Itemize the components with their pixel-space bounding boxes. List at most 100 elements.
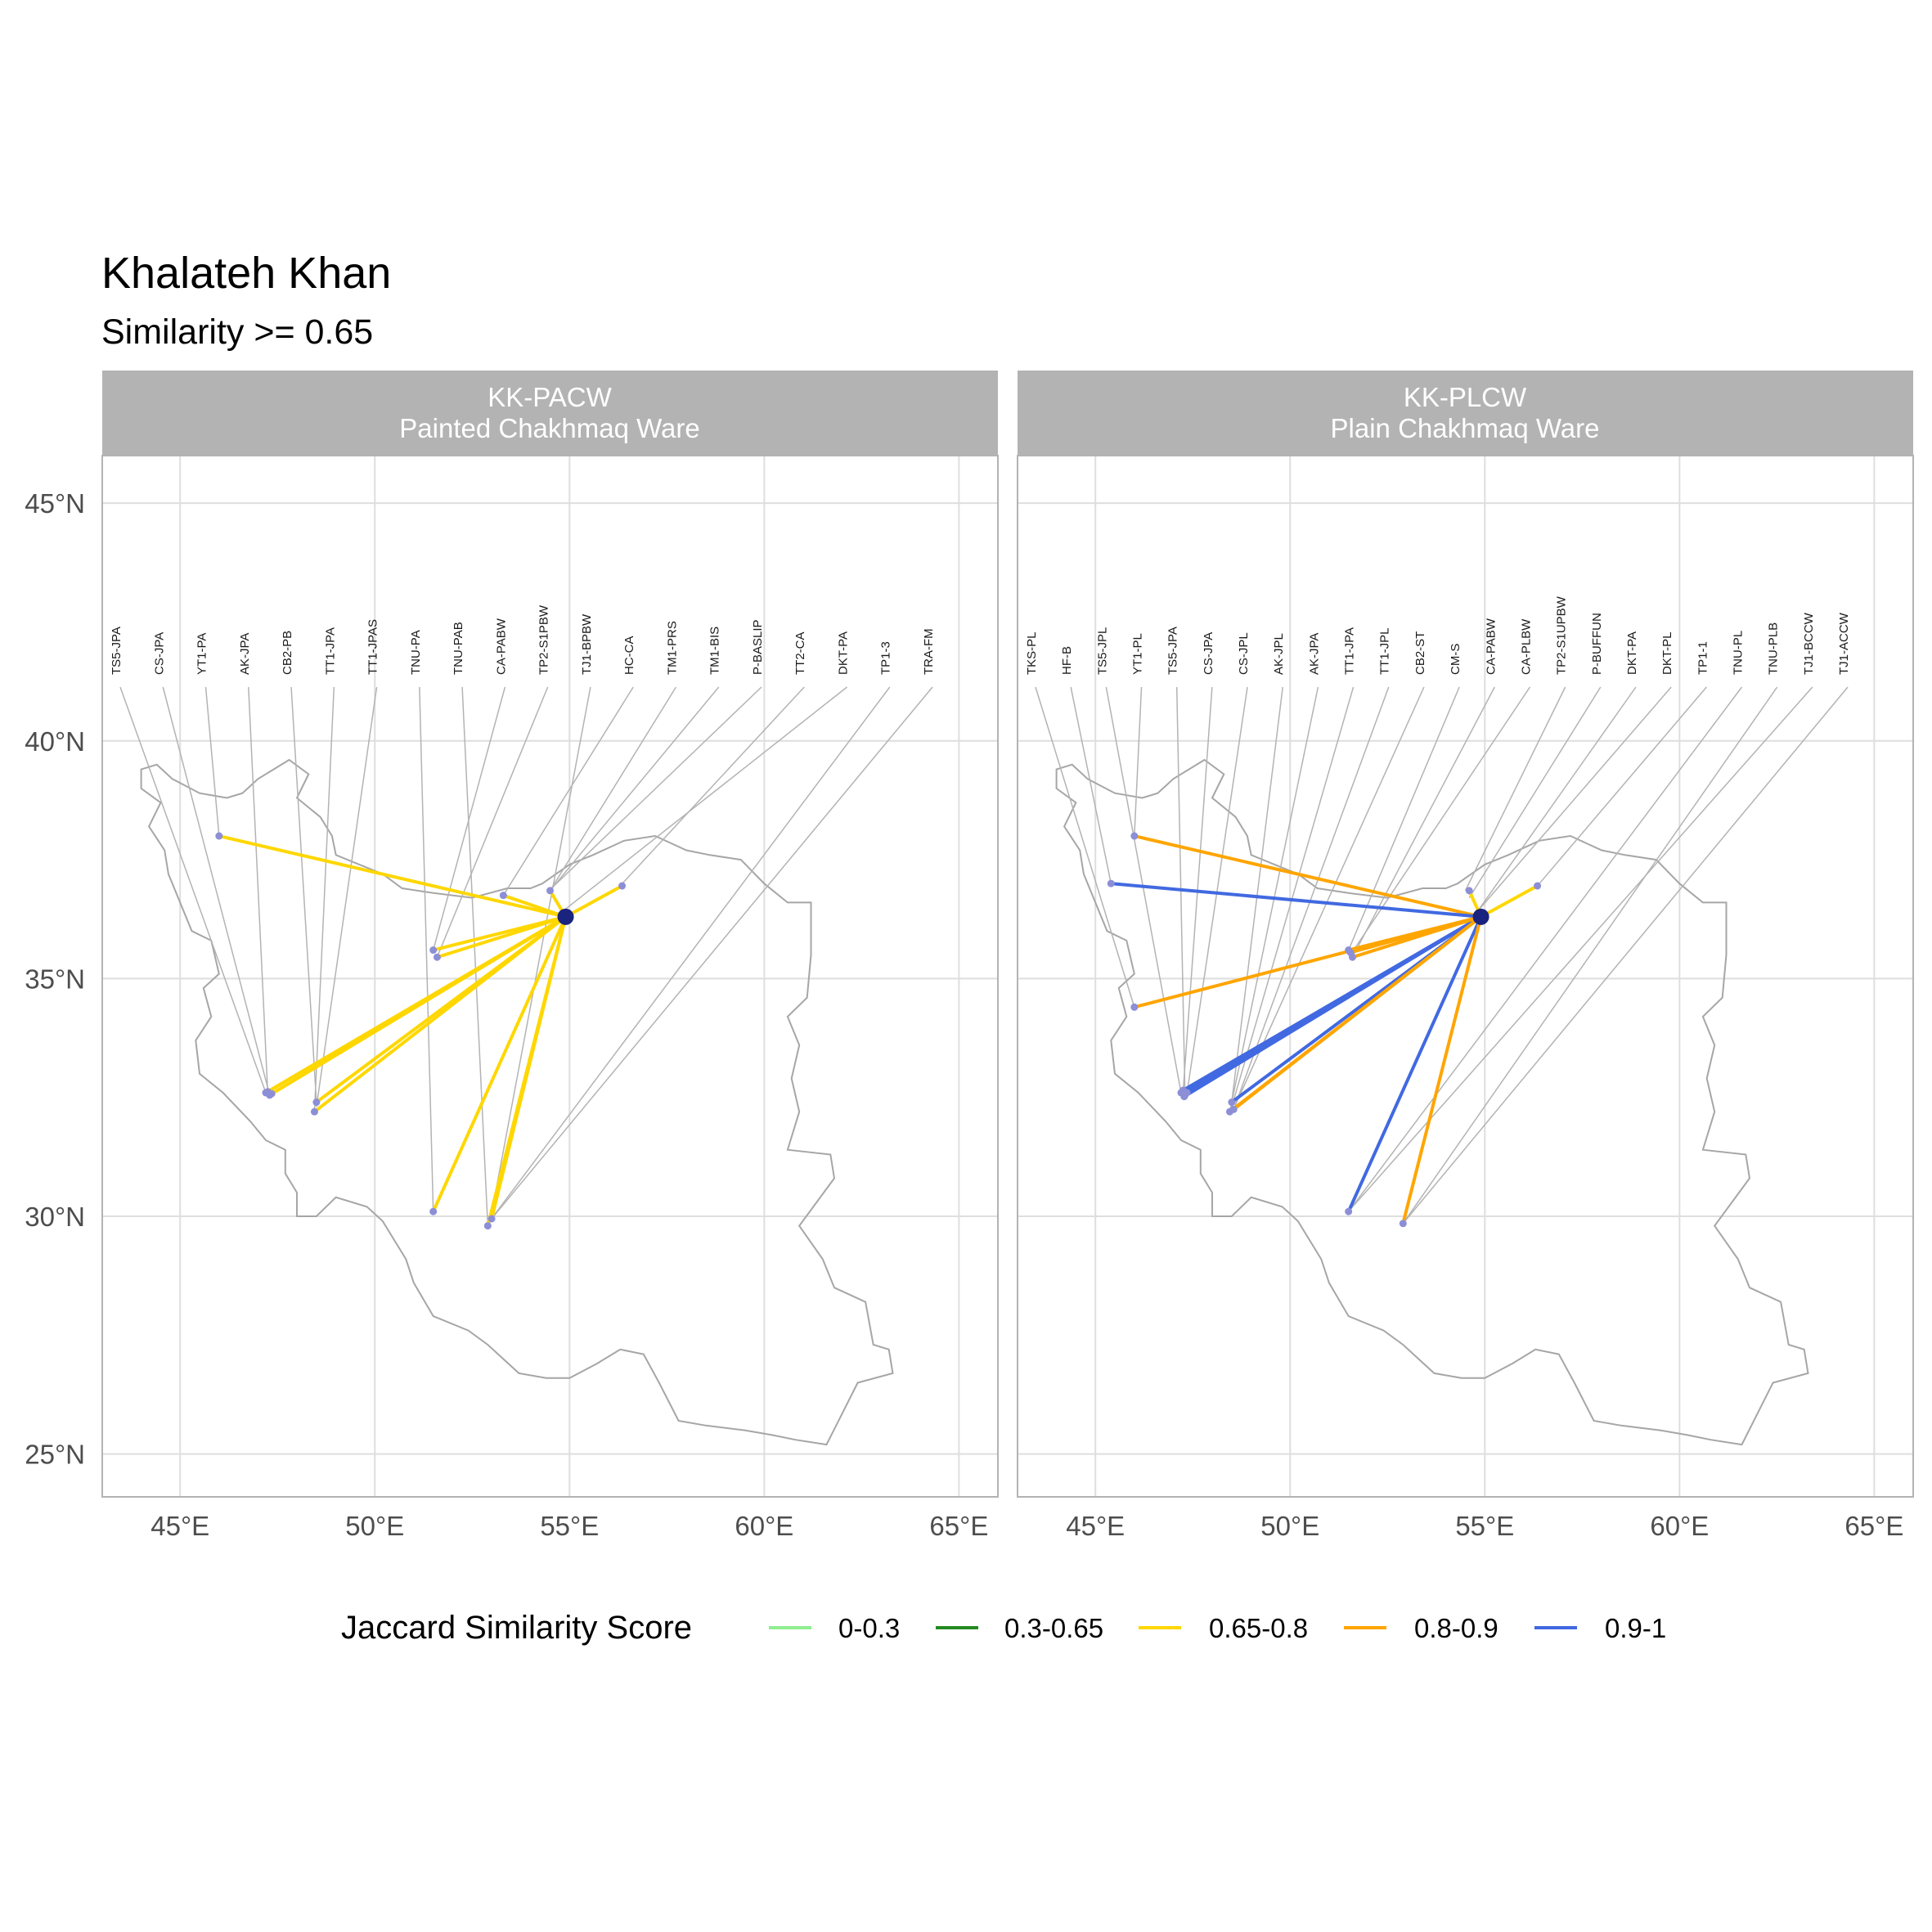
site-point [1130, 832, 1139, 840]
site-label: TM1-BIS [708, 627, 722, 675]
leader-line [549, 686, 677, 892]
similarity-link [1132, 834, 1483, 919]
site-label: TM1-PRS [665, 621, 679, 675]
site-label: TT1-JPA [1343, 627, 1357, 675]
leader-line [1348, 686, 1743, 1212]
leader-line [488, 686, 591, 1224]
site-point [1228, 1099, 1236, 1107]
country-outline [1055, 758, 1809, 1446]
leader-line [1234, 686, 1425, 1105]
similarity-link [1349, 914, 1483, 955]
site-label: DKT-PA [836, 631, 850, 675]
lon-tick-label: 60°E [735, 1511, 793, 1541]
panel-painted-chakhmaq-ware: KK-PACW Painted Chakhmaq Ware TS5-JPA CS-… [101, 371, 999, 1498]
site-label: AK-JPA [1307, 633, 1321, 675]
site-label: TT1-JPAS [366, 619, 380, 675]
similarity-links [217, 834, 624, 1228]
leader-line [491, 686, 933, 1220]
lon-tick-label: 45°E [1066, 1511, 1125, 1541]
site-label: P-BASLIP [751, 619, 765, 675]
legend-label: 0-0.3 [838, 1613, 900, 1643]
site-label: TP1-1 [1696, 641, 1710, 675]
lon-tick-label: 50°E [345, 1511, 404, 1541]
site-point [429, 1207, 438, 1215]
leader-line [1233, 686, 1390, 1110]
legend: Jaccard Similarity Score 0-0.3 0.3-0.65 … [341, 1610, 1666, 1646]
leader-line [204, 686, 220, 837]
site-label: TNU-PLB [1767, 622, 1781, 675]
legend-title: Jaccard Similarity Score [341, 1610, 692, 1646]
site-label: CS-JPA [1202, 632, 1215, 675]
leader-line [1351, 686, 1495, 958]
panel-plain-chakhmaq-ware: KK-PLCW Plain Chakhmaq Ware TKS-PL HF-B TS… [1017, 371, 1914, 1498]
leader-line [1231, 686, 1283, 1103]
site-point [1465, 887, 1473, 895]
panel-strip-name: Painted Chakhmaq Ware [399, 413, 699, 443]
leader-line [1476, 686, 1637, 913]
country-outline [140, 758, 894, 1446]
lon-tick-label: 55°E [540, 1511, 599, 1541]
site-label: TP2-S1UPBW [1555, 595, 1569, 675]
site-label: TNU-PA [409, 630, 423, 675]
panel-strip [102, 371, 998, 455]
lon-tick-label: 65°E [929, 1511, 988, 1541]
site-point [1345, 1207, 1353, 1215]
similarity-link [435, 914, 568, 959]
similarity-link [1479, 884, 1539, 919]
leader-line [1350, 686, 1531, 955]
leader-line [551, 686, 720, 889]
site-label: TS5-JPL [1095, 627, 1109, 675]
lon-tick-label: 55°E [1455, 1511, 1514, 1541]
site-point [215, 832, 223, 840]
iran-outline [1055, 758, 1809, 1446]
leader-line [1105, 686, 1182, 1094]
similarity-link [431, 914, 568, 1214]
site-point [618, 882, 627, 890]
lat-tick-label: 40°N [25, 726, 85, 757]
similarity-link [1182, 914, 1483, 1099]
site-label: CA-PABW [494, 618, 508, 675]
panel-border [1017, 455, 1914, 1498]
lat-tick-label: 35°N [25, 964, 85, 994]
leader-line [1134, 686, 1143, 837]
leader-line [1402, 686, 1778, 1224]
site-labels: TS5-JPA CS-JPA YT1-PA AK-JPA CB2-PB TT1-JPA TT… [110, 604, 936, 675]
chart-title: Khalateh Khan [101, 249, 391, 298]
site-label: TS5-JPA [1166, 627, 1180, 675]
site-label: CS-JPL [1237, 632, 1251, 675]
panel-strip-code: KK-PACW [487, 382, 612, 412]
legend-label: 0.3-0.65 [1004, 1613, 1103, 1643]
similarity-link [270, 914, 568, 1096]
leader-line [1186, 686, 1248, 1094]
similarity-link [564, 884, 624, 919]
leader-line [432, 686, 506, 950]
origin-point [557, 908, 574, 925]
leader-line [489, 686, 891, 1222]
panel-strip-code: KK-PLCW [1404, 382, 1527, 412]
site-label: TP2-S1PBW [537, 604, 551, 675]
site-points [1107, 832, 1542, 1228]
site-label: DKT-PA [1625, 631, 1639, 675]
site-point [429, 946, 438, 955]
legend-label: 0.9-1 [1605, 1613, 1666, 1643]
legend-label: 0.65-0.8 [1209, 1613, 1308, 1643]
site-label: YT1-PL [1131, 633, 1145, 675]
leader-line [1478, 686, 1672, 910]
panel-strip [1018, 371, 1913, 455]
similarity-link [217, 834, 568, 919]
site-point [312, 1099, 321, 1107]
label-leader-lines [119, 686, 933, 1226]
leader-line [1035, 686, 1135, 1008]
leader-line [1537, 686, 1707, 887]
site-point [433, 953, 441, 961]
leader-line [119, 686, 267, 1094]
leader-line [619, 686, 805, 887]
leader-line [313, 686, 335, 1112]
leader-line [436, 686, 549, 958]
site-point [499, 892, 507, 900]
lon-tick-label: 45°E [151, 1511, 209, 1541]
lat-tick-label: 25°N [25, 1440, 85, 1470]
grid-lines [1018, 456, 1913, 1497]
lat-tick-label: 30°N [25, 1202, 85, 1232]
